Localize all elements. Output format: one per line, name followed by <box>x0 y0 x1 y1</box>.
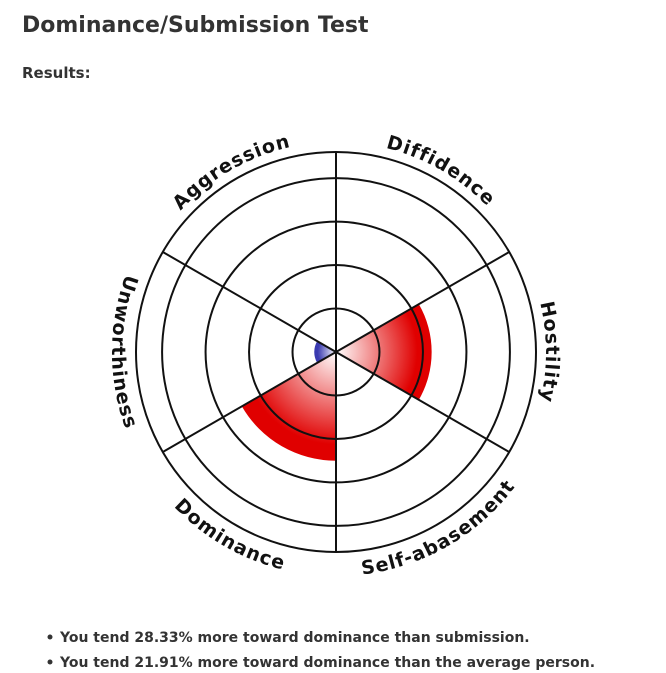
spoke <box>335 251 510 353</box>
category-label: Aggression <box>168 130 292 214</box>
category-label: Hostility <box>535 299 563 404</box>
category-label-path: Dominance <box>170 494 287 574</box>
spoke <box>162 351 337 453</box>
bullet <box>47 634 53 640</box>
sector <box>241 352 336 461</box>
note: You tend 21.91% more toward dominance th… <box>59 655 595 671</box>
results-label: Results: <box>22 64 91 82</box>
category-label: Dominance <box>170 494 288 574</box>
sector <box>336 304 432 400</box>
bullet <box>47 659 53 665</box>
category-label-path: Diffidence <box>384 131 499 210</box>
category-label-path: Hostility <box>535 299 562 404</box>
note: You tend 28.33% more toward dominance th… <box>59 630 530 646</box>
chart: DiffidenceHostilitySelf-abasementDominan… <box>107 130 563 579</box>
category-label-path: Aggression <box>168 130 291 214</box>
notes: You tend 28.33% more toward dominance th… <box>47 630 595 671</box>
spoke <box>162 251 337 353</box>
page-title: Dominance/Submission Test <box>22 13 369 38</box>
spoke <box>335 351 510 453</box>
sector <box>314 341 336 363</box>
category-label: Diffidence <box>384 131 500 210</box>
